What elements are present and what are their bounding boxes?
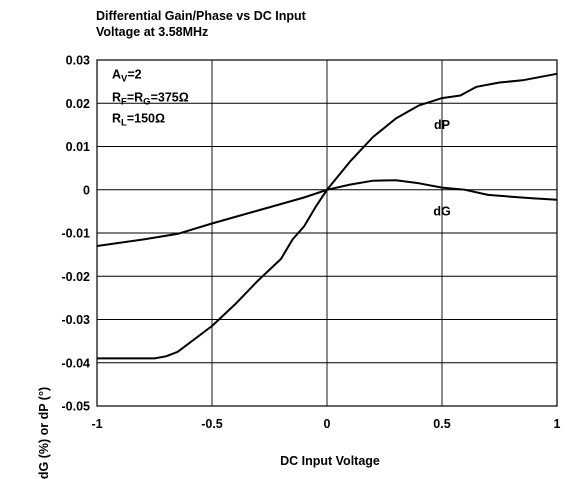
annotation-line: AV=2 (112, 68, 142, 85)
y-tick-label: 0.01 (66, 140, 90, 154)
x-tick-label: 0 (324, 417, 331, 431)
annotation-line: RL=150Ω (112, 112, 165, 129)
annotation-line: RF=RG=375Ω (112, 91, 189, 108)
chart-title: Differential Gain/Phase vs DC Input Volt… (96, 8, 306, 40)
chart-plot: -1 -0.5 0 0.5 1 0.03 0.02 0.01 0 -0.01 -0.02 -0.03 -… (62, 54, 561, 432)
annotation-block: AV=2 RF=RG=375Ω RL=150Ω (112, 68, 189, 129)
tick-labels: -1 -0.5 0 0.5 1 0.03 0.02 0.01 0 -0.01 -0.02 -0.03 -… (62, 54, 561, 432)
series-line-dg (96, 179, 558, 247)
x-axis-label: DC Input Voltage (280, 454, 380, 468)
x-tick-label: -0.5 (201, 417, 223, 431)
chart-title-line-1: Differential Gain/Phase vs DC Input (96, 9, 306, 23)
series-label-dp: dP (434, 118, 450, 132)
series-label-dg: dG (433, 205, 450, 219)
x-tick-label: 1 (554, 417, 561, 431)
y-tick-label: -0.01 (62, 227, 91, 241)
series-lines (96, 72, 558, 360)
y-tick-label: -0.04 (62, 356, 91, 370)
grid-lines (97, 60, 557, 406)
series-labels: dP dG (433, 118, 450, 219)
y-tick-label: 0 (83, 183, 90, 197)
chart-title-line-2: Voltage at 3.58MHz (96, 25, 209, 39)
x-tick-label: 0.5 (433, 417, 450, 431)
y-tick-label: 0.03 (66, 54, 90, 68)
y-tick-label: -0.03 (62, 313, 91, 327)
y-tick-label: 0.02 (66, 97, 90, 111)
y-tick-label: -0.02 (62, 270, 91, 284)
series-line-dp (97, 72, 558, 360)
plot-frame (96, 59, 558, 407)
x-tick-label: -1 (91, 417, 102, 431)
y-tick-label: -0.05 (62, 400, 91, 414)
